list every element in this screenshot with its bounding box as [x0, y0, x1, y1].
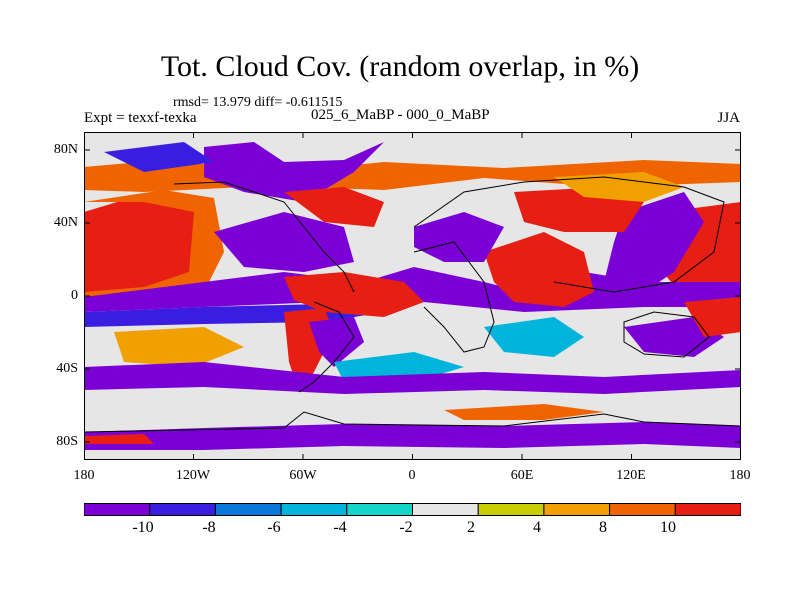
colorbar-box: [609, 503, 676, 516]
colorbar-label: 10: [660, 519, 676, 536]
arctic-blue-patch: [104, 142, 214, 172]
season-label: JJA: [717, 110, 740, 126]
north-pacific-red: [84, 194, 204, 297]
north-america-red: [284, 187, 384, 227]
plot-title: Tot. Cloud Cov. (random overlap, in %): [160, 50, 640, 83]
africa-red: [484, 232, 594, 307]
coastline-north-america: [173, 181, 355, 293]
colorbar-label: -10: [132, 519, 154, 536]
comparison-label: 025_6_MaBP - 000_0_MaBP: [311, 107, 490, 123]
asia-orange: [554, 172, 684, 202]
colorbar-label: 8: [599, 519, 607, 536]
north-pacific-orange: [84, 190, 224, 302]
europe-purple: [414, 212, 504, 262]
colorbar-label: 2: [467, 519, 475, 536]
colorbar-label: -2: [399, 519, 413, 536]
atlantic-red: [284, 272, 424, 317]
colorbar: [84, 503, 741, 516]
coastline-south-america: [298, 301, 355, 393]
australia-red: [684, 297, 741, 337]
y-tick-label: 0: [71, 288, 78, 303]
y-tick-label: 40S: [56, 361, 78, 376]
antarctic-red: [84, 434, 154, 444]
x-tick-label: 180: [729, 468, 751, 483]
colorbar-box: [149, 503, 216, 516]
colorbar-box: [674, 503, 741, 516]
x-axis-ticks: [193, 132, 632, 460]
south-pacific-orange: [114, 327, 244, 367]
north-america-purple: [214, 212, 354, 272]
colorbar-box: [84, 503, 151, 516]
x-tick-label: 180: [73, 468, 95, 483]
x-tick-label: 0: [408, 468, 416, 483]
southern-purple-band: [84, 362, 741, 394]
south-america-purple: [309, 317, 364, 367]
colorbar-label: -4: [333, 519, 347, 536]
y-tick-label: 80N: [53, 142, 78, 157]
x-tick-label: 120E: [616, 468, 646, 483]
map-panel: [84, 132, 741, 460]
colorbar-box: [346, 503, 413, 516]
stats-label: rmsd= 13.979 diff= -0.611515: [173, 95, 343, 110]
coastline-africa: [413, 241, 495, 353]
experiment-label: Expt = texxf-texka: [84, 110, 197, 126]
colorbar-box: [477, 503, 545, 516]
y-axis-ticks: [84, 149, 741, 443]
colorbar-label: -6: [267, 519, 281, 536]
y-tick-label: 80S: [56, 434, 78, 449]
x-tick-label: 60E: [510, 468, 534, 483]
colorbar-box: [280, 503, 348, 516]
antarctic-orange: [444, 404, 604, 420]
x-tick-label: 60W: [289, 468, 317, 483]
coastline-australia: [623, 311, 710, 358]
colorbar-label: 4: [533, 519, 541, 536]
colorbar-box: [214, 503, 282, 516]
colorbar-box: [543, 503, 611, 516]
coastline-antarctica: [84, 411, 741, 433]
coastline-eurasia: [413, 176, 725, 293]
indian-ocean-cyan: [484, 317, 584, 357]
colorbar-label: -8: [202, 519, 216, 536]
x-tick-label: 120W: [175, 468, 211, 483]
colorbar-box: [412, 503, 479, 516]
arctic-purple-region: [204, 142, 384, 202]
y-tick-label: 40N: [53, 215, 78, 230]
